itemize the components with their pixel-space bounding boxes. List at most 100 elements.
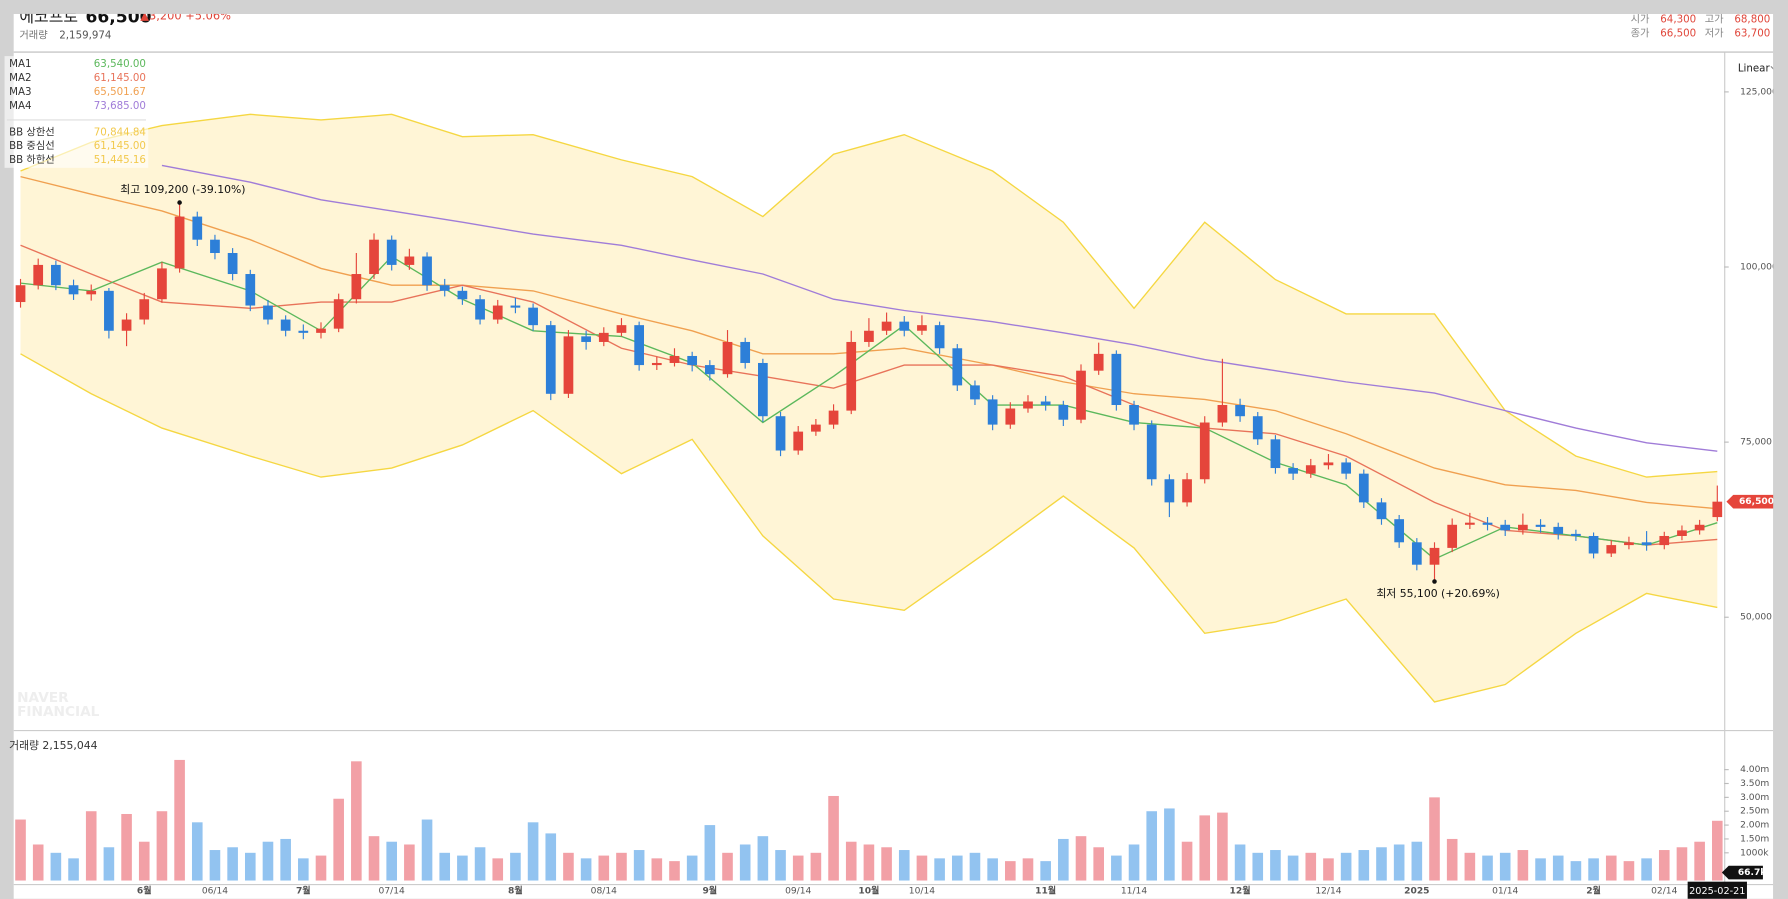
candle-body xyxy=(545,325,556,394)
volume-bar xyxy=(1022,858,1034,881)
volume-bar xyxy=(757,836,769,881)
candle-body xyxy=(157,268,167,300)
volume-bar xyxy=(1340,852,1352,881)
volume-bar xyxy=(32,844,44,881)
candle-body xyxy=(68,285,79,295)
y-tick-label: 4.00m xyxy=(1740,765,1769,775)
candle-body xyxy=(510,305,521,308)
volume-bar xyxy=(1287,855,1299,881)
candle-body xyxy=(1518,524,1528,531)
candle-body xyxy=(439,285,450,291)
candle-body xyxy=(121,319,132,331)
candle-body xyxy=(598,332,609,342)
bollinger-fill xyxy=(20,114,1718,702)
frame xyxy=(0,0,1788,14)
candle-body xyxy=(192,216,203,240)
x-tick-label: 06/14 xyxy=(202,886,228,896)
candle-body xyxy=(634,325,645,366)
volume-bar xyxy=(1535,858,1546,881)
volume-bar xyxy=(1376,847,1387,881)
legend-name: BB 중심선 xyxy=(9,140,55,152)
volume-bar xyxy=(916,855,928,881)
candle-body xyxy=(899,321,910,331)
watermark: NAVER xyxy=(17,690,69,706)
volume-bar xyxy=(15,819,26,881)
candle-body xyxy=(775,416,786,451)
stat-value: 68,800 xyxy=(1734,14,1770,26)
volume-tag-box xyxy=(1721,865,1763,880)
volume-bar xyxy=(527,822,539,881)
volume-bar xyxy=(333,798,344,881)
stat-value: 64,300 xyxy=(1660,14,1696,26)
legend-name: MA3 xyxy=(9,86,31,98)
candle-body xyxy=(1429,547,1440,565)
candle-body xyxy=(1005,408,1016,425)
candle-body xyxy=(333,299,344,329)
x-tick-label: 2월 xyxy=(1586,884,1601,896)
x-tick-label: 10월 xyxy=(858,884,879,896)
x-tick-label: 11/14 xyxy=(1121,886,1147,896)
candle-body xyxy=(33,264,44,286)
volume-bar xyxy=(492,858,504,881)
volume-bar xyxy=(686,855,698,881)
candle-body xyxy=(298,330,309,333)
legend-value: 63,540.00 xyxy=(94,58,146,70)
x-tick-label: 6월 xyxy=(137,884,152,896)
y-tick-label: 1.50m xyxy=(1740,834,1769,844)
high-marker xyxy=(177,200,182,205)
volume-bar xyxy=(704,825,716,881)
candle-body xyxy=(475,299,485,320)
volume-bar xyxy=(1358,850,1370,881)
volume-bar xyxy=(156,811,168,881)
volume-bar xyxy=(580,858,592,881)
scale-button[interactable]: Linear xyxy=(1738,63,1771,75)
candle-body xyxy=(351,274,362,300)
candle-body xyxy=(1641,542,1652,546)
volume-bar xyxy=(404,844,415,881)
volume-bar xyxy=(1588,858,1599,881)
candle-body xyxy=(1606,545,1617,554)
candle-body xyxy=(987,399,998,425)
volume-bar xyxy=(1676,847,1688,881)
bollinger-upper xyxy=(20,113,1718,478)
volume-bar xyxy=(1658,850,1670,881)
volume-bar xyxy=(545,833,557,881)
volume-bar xyxy=(598,855,610,881)
candle-body xyxy=(740,341,751,363)
volume-bar xyxy=(1040,861,1051,881)
volume-bar xyxy=(898,850,910,881)
candle-body xyxy=(1535,524,1546,527)
high-annotation: 최고 109,200 (-39.10%) xyxy=(120,183,245,196)
volume-bar xyxy=(1217,812,1228,881)
volume-bar xyxy=(280,838,291,881)
volume-tag: 66.7k xyxy=(1738,868,1767,878)
candle-body xyxy=(793,431,804,451)
candle-body xyxy=(828,410,839,425)
legend-name: MA1 xyxy=(9,58,31,70)
volume-bar xyxy=(1552,855,1564,881)
candle-body xyxy=(651,362,662,366)
y-tick-label: 125,000 xyxy=(1740,87,1778,97)
y-tick-label: 3.50m xyxy=(1740,779,1769,789)
candle-body xyxy=(51,264,61,286)
stat-label: 종가 xyxy=(1631,27,1650,39)
volume-bar xyxy=(1111,855,1122,881)
volume-bar xyxy=(227,847,238,881)
candle-body xyxy=(1464,522,1475,525)
legend-name: MA2 xyxy=(9,72,31,84)
volume-bar xyxy=(191,822,203,881)
candle-body xyxy=(86,290,97,295)
y-tick-label: 50,000 xyxy=(1740,613,1772,623)
candle-body xyxy=(1694,524,1705,531)
volume-bar xyxy=(209,850,221,881)
x-tick-label: 12/14 xyxy=(1315,886,1341,896)
volume-bar xyxy=(739,844,751,881)
volume-bar xyxy=(1623,861,1635,881)
volume-bar xyxy=(845,841,857,881)
candle-body xyxy=(846,341,857,411)
volume-bar xyxy=(68,858,79,881)
volume-bar xyxy=(103,847,115,881)
legend-value: 70,844.84 xyxy=(94,126,146,138)
volume-bar xyxy=(1482,855,1493,881)
